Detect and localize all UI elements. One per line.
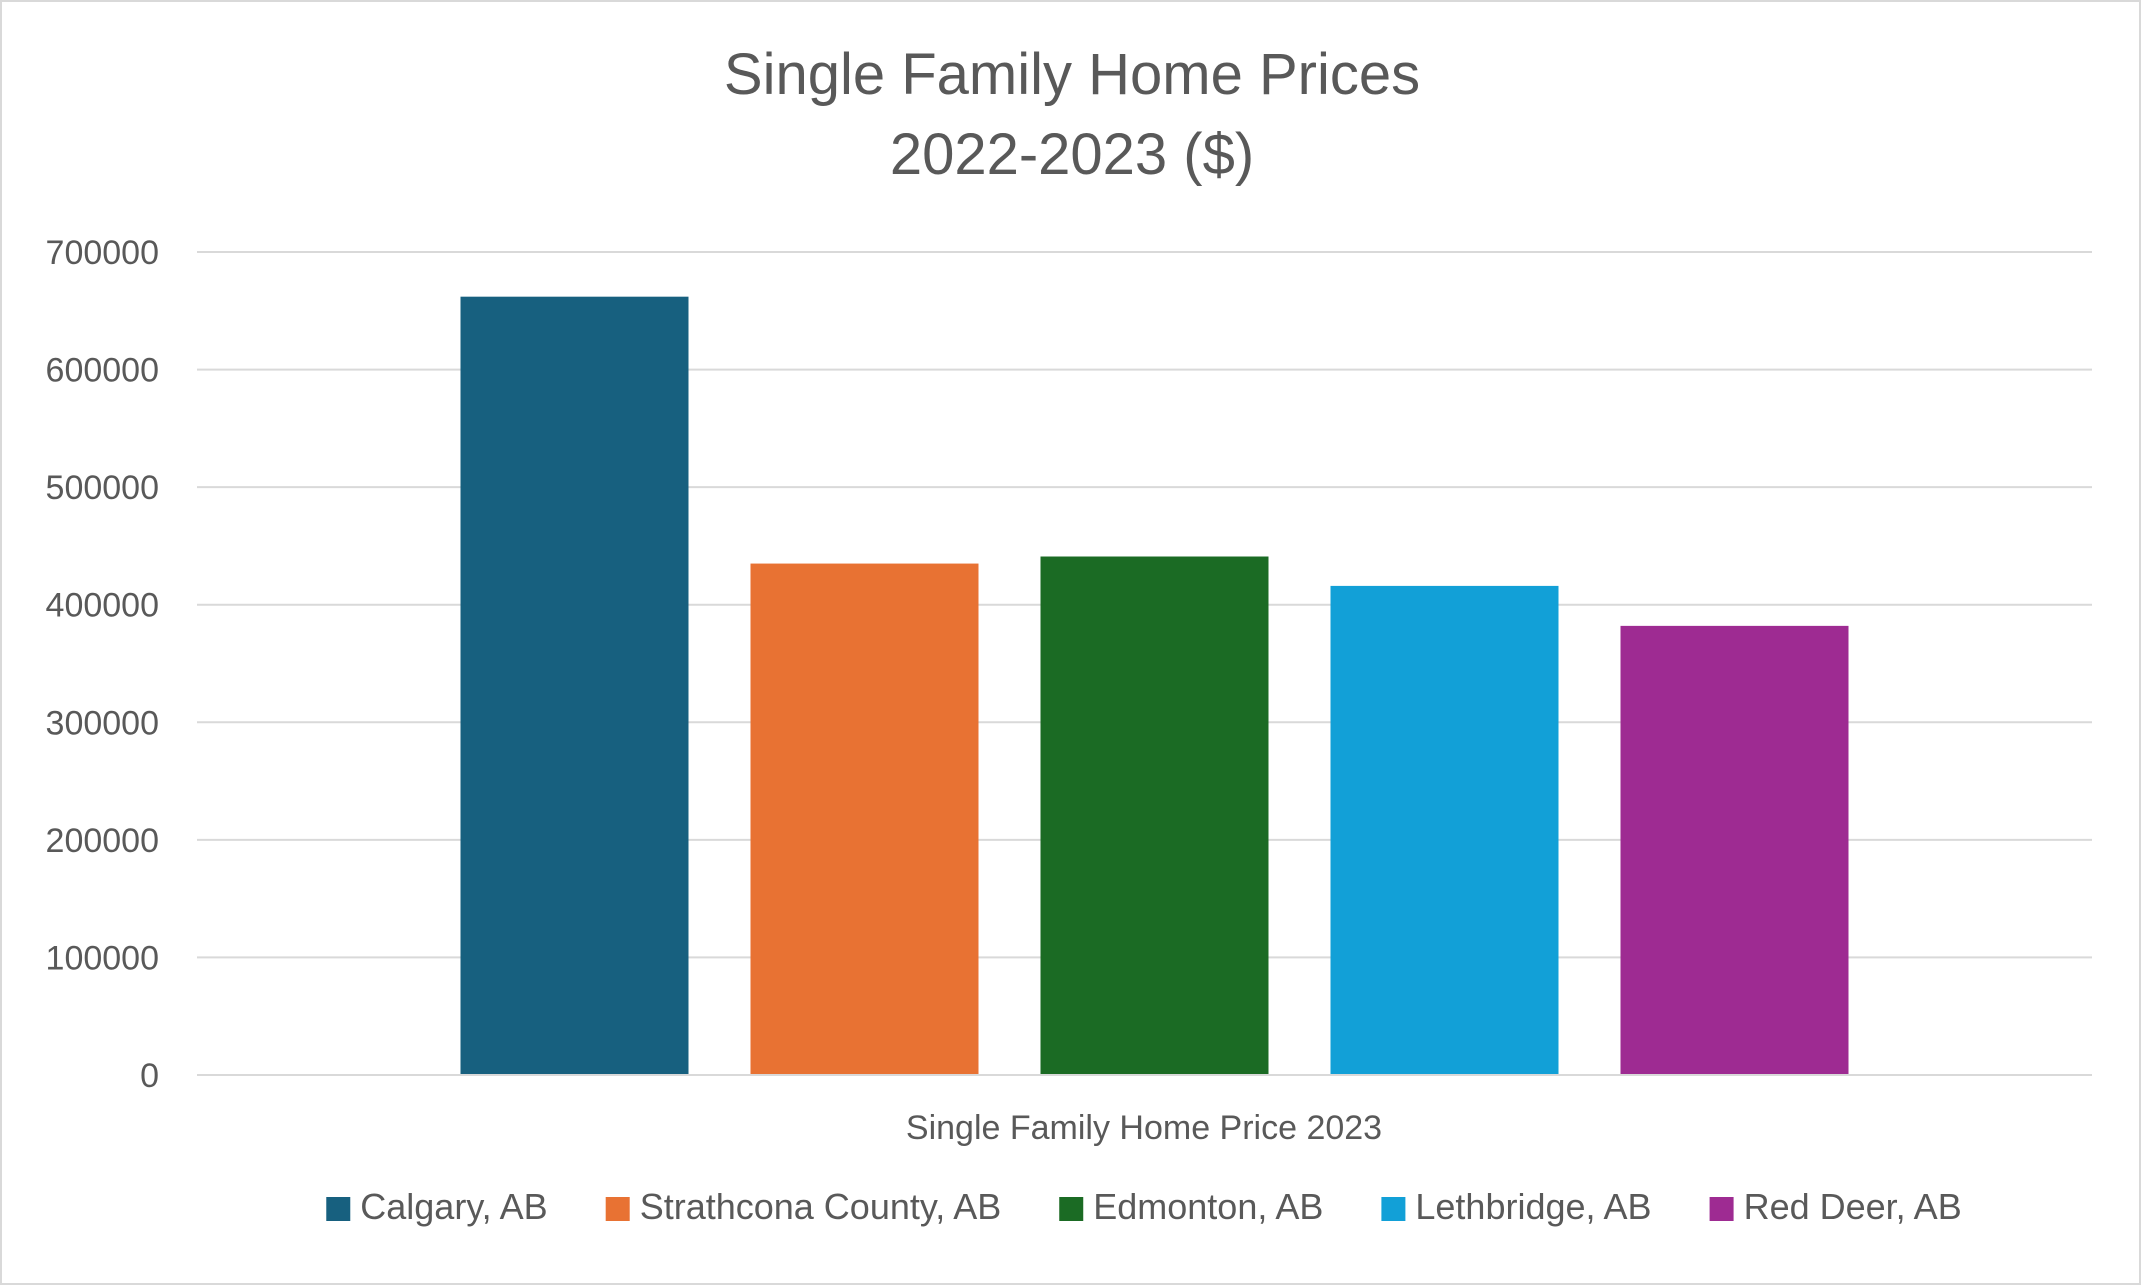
chart-subtitle: 2022-2023 ($) [890,122,1254,187]
y-tick-label: 200000 [46,822,159,860]
y-tick-label: 300000 [46,704,159,742]
legend-label: Calgary, AB [360,1186,547,1227]
bar-calgary-ab [460,296,689,1076]
y-axis-tick-labels: 0 100000 200000 300000 400000 500000 600000 700… [46,234,159,1095]
legend-swatch [1059,1197,1084,1221]
legend-swatch [326,1197,351,1221]
legend-label: Edmonton, AB [1093,1186,1323,1227]
chart-title: Single Family Home Prices [724,42,1420,107]
legend-label: Lethbridge, AB [1415,1186,1651,1227]
legend-swatch [1381,1197,1406,1221]
legend-label: Red Deer, AB [1744,1186,1962,1227]
bar-lethbridge-ab [1330,585,1559,1075]
bar-red-deer-ab [1620,625,1849,1075]
legend-swatch [605,1197,630,1221]
y-tick-label: 600000 [46,352,159,390]
y-tick-label: 700000 [46,234,159,272]
y-tick-label: 500000 [46,469,159,507]
legend: Calgary, AB Strathcona County, AB Edmonton… [326,1186,1962,1227]
bar-edmonton-ab [1040,556,1269,1075]
y-tick-label: 0 [140,1057,159,1095]
y-tick-label: 400000 [46,587,159,625]
legend-label: Strathcona County, AB [640,1186,1002,1227]
y-tick-label: 100000 [46,939,159,977]
bar-strathcona-county-ab [750,563,979,1075]
bars [460,296,1849,1076]
legend-swatch [1709,1197,1734,1221]
x-category-label: Single Family Home Price 2023 [906,1109,1382,1147]
